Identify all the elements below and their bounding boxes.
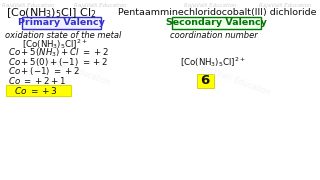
Text: RajaValli Education: RajaValli Education: [259, 3, 311, 8]
FancyBboxPatch shape: [172, 17, 260, 28]
Text: RajaValli Education: RajaValli Education: [184, 3, 236, 8]
Text: RajaValli Education: RajaValli Education: [2, 3, 54, 8]
Text: $Co + (-1)\ = +2$: $Co + (-1)\ = +2$: [8, 65, 80, 77]
Text: [Co(NH$_3$)$_5$Cl]$^{2+}$: [Co(NH$_3$)$_5$Cl]$^{2+}$: [180, 55, 246, 69]
Text: coordination number: coordination number: [170, 31, 258, 40]
Text: oxidation state of the metal: oxidation state of the metal: [5, 31, 121, 40]
Text: RajaValli Education: RajaValli Education: [199, 63, 271, 97]
Text: RajaValli Education: RajaValli Education: [74, 3, 126, 8]
Text: [Co(NH$_3$)$_5$Cl] Cl$_2$: [Co(NH$_3$)$_5$Cl] Cl$_2$: [6, 6, 96, 20]
Text: $Co + 5(NH_3) + Cl\ = +2$: $Co + 5(NH_3) + Cl\ = +2$: [8, 47, 109, 59]
Text: Primary Valency: Primary Valency: [18, 18, 104, 27]
Text: Pentaamminechloridocobalt(III) dichloride: Pentaamminechloridocobalt(III) dichlorid…: [112, 8, 316, 17]
Text: $Co + 5(0) + (-1)\ = +2$: $Co + 5(0) + (-1)\ = +2$: [8, 56, 108, 68]
FancyBboxPatch shape: [5, 84, 70, 96]
Text: $Co\ = +2 + 1$: $Co\ = +2 + 1$: [8, 75, 66, 86]
Text: RajaValli Education: RajaValli Education: [39, 53, 111, 87]
FancyBboxPatch shape: [21, 17, 100, 28]
Text: $Co\ = +3$: $Co\ = +3$: [14, 84, 58, 96]
Text: 6: 6: [200, 74, 210, 87]
Text: Secondary Valency: Secondary Valency: [165, 18, 267, 27]
FancyBboxPatch shape: [196, 73, 213, 87]
Text: [Co(NH$_3$)$_5$Cl]$^{2+}$: [Co(NH$_3$)$_5$Cl]$^{2+}$: [22, 37, 88, 51]
